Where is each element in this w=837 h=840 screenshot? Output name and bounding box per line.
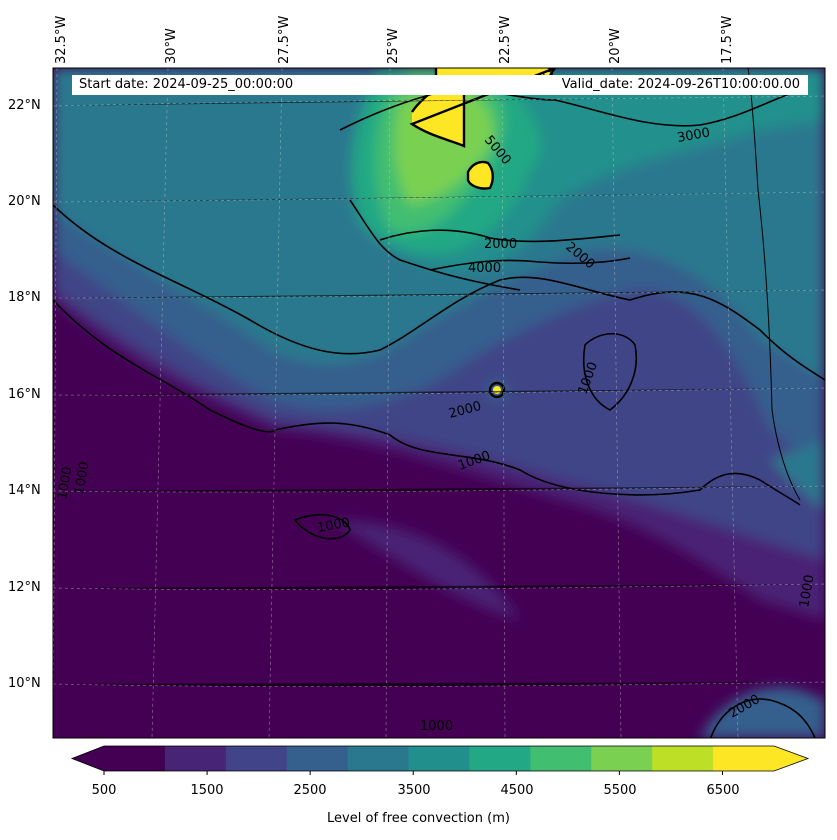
lon-label: 17.5°W [720, 15, 735, 64]
contour-label: 1000 [316, 515, 351, 536]
graticule [53, 68, 825, 738]
colorbar-segment [469, 746, 531, 771]
colorbar-tick: 6500 [706, 783, 740, 798]
colorbar-tick: 1500 [190, 783, 224, 798]
colorbar [70, 745, 810, 775]
lon-label: 25°W [386, 28, 401, 64]
contour-lines [53, 89, 825, 738]
colorbar-segment [225, 746, 288, 771]
colorbar-segment [164, 746, 227, 771]
colorbar-segment [347, 746, 410, 771]
lon-label: 27.5°W [277, 15, 292, 64]
contour-label: 1000 [72, 460, 93, 495]
lat-label: 12°N [8, 580, 41, 595]
colorbar-over-arrow [774, 746, 808, 771]
contour-label: 1000 [420, 719, 453, 734]
lat-label: 20°N [8, 194, 41, 209]
contour-label: 1000 [55, 465, 76, 500]
lat-label: 16°N [8, 387, 41, 402]
colorbar-under-arrow [72, 746, 104, 771]
lon-label: 22.5°W [498, 15, 513, 64]
colorbar-tick: 2500 [293, 783, 327, 798]
colorbar-segment [408, 746, 470, 771]
lon-label: 20°W [608, 28, 623, 64]
contour-label: 1000 [797, 573, 818, 608]
colorbar-tick: 4500 [500, 783, 534, 798]
coastline [747, 68, 801, 501]
colorbar-segment [652, 746, 714, 771]
contour-label: 3000 [676, 125, 711, 146]
colorbar-segment [104, 746, 166, 771]
lat-label: 10°N [8, 676, 41, 691]
colorbar-segment [713, 746, 775, 771]
colorbar-segment [286, 746, 349, 771]
colorbar-tick: 5500 [603, 783, 637, 798]
filled-contours: 5000 3000 6000 2000 2000 4000 2000 1000 … [53, 68, 825, 738]
date-info-box: Start date: 2024-09-25_00:00:00 Valid_da… [72, 75, 808, 95]
start-date: Start date: 2024-09-25_00:00:00 [79, 77, 294, 92]
colorbar-label: Level of free convection (m) [327, 811, 510, 826]
map-frame [52, 67, 826, 739]
lat-label: 18°N [8, 290, 41, 305]
contour-label: 4000 [468, 261, 501, 276]
contour-label: 2000 [484, 237, 517, 252]
colorbar-tick: 3500 [397, 783, 431, 798]
lon-label: 32.5°W [54, 15, 69, 64]
lon-label: 30°W [164, 28, 179, 64]
lat-label: 14°N [8, 483, 41, 498]
colorbar-tick: 500 [91, 783, 117, 798]
lat-label: 22°N [8, 98, 41, 113]
colorbar-segment [530, 746, 592, 771]
valid-date: Valid_date: 2024-09-26T10:00:00.00 [561, 77, 800, 92]
colorbar-segment [591, 746, 653, 771]
